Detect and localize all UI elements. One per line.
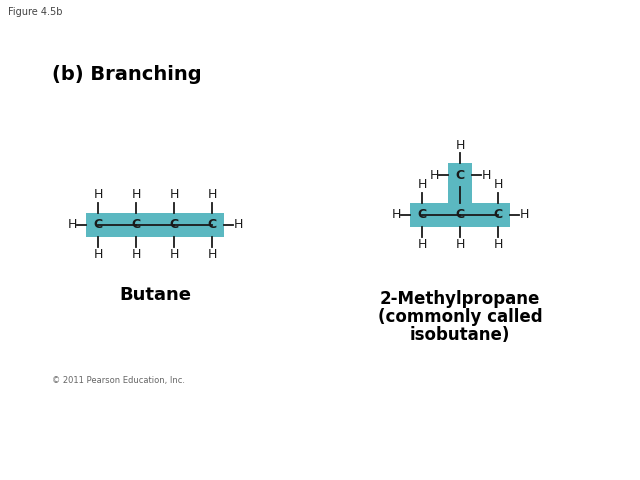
Text: H: H xyxy=(207,249,217,262)
Text: H: H xyxy=(93,189,102,202)
Text: © 2011 Pearson Education, Inc.: © 2011 Pearson Education, Inc. xyxy=(52,376,185,385)
Text: H: H xyxy=(93,249,102,262)
Text: H: H xyxy=(391,208,401,221)
Text: C: C xyxy=(493,208,502,221)
Text: (commonly called: (commonly called xyxy=(378,308,542,326)
Bar xyxy=(448,175,472,203)
Text: H: H xyxy=(170,189,179,202)
Text: (b) Branching: (b) Branching xyxy=(52,65,202,84)
Text: 2-Methylpropane: 2-Methylpropane xyxy=(380,290,540,308)
Text: H: H xyxy=(131,189,141,202)
Text: H: H xyxy=(455,239,465,252)
Text: H: H xyxy=(429,168,438,181)
Text: C: C xyxy=(170,218,179,231)
Text: isobutane): isobutane) xyxy=(410,326,510,344)
Text: C: C xyxy=(456,168,465,181)
Text: C: C xyxy=(456,208,465,221)
Text: C: C xyxy=(207,218,216,231)
Text: H: H xyxy=(417,179,427,192)
Text: H: H xyxy=(493,239,502,252)
Text: H: H xyxy=(207,189,217,202)
Text: H: H xyxy=(131,249,141,262)
Text: H: H xyxy=(67,218,77,231)
Text: H: H xyxy=(519,208,529,221)
Bar xyxy=(410,203,510,227)
Bar xyxy=(86,213,224,237)
Text: H: H xyxy=(493,179,502,192)
Text: H: H xyxy=(234,218,243,231)
Text: C: C xyxy=(417,208,427,221)
Text: H: H xyxy=(455,139,465,152)
Text: H: H xyxy=(417,239,427,252)
Text: C: C xyxy=(93,218,102,231)
Text: H: H xyxy=(170,249,179,262)
Text: C: C xyxy=(131,218,141,231)
Text: Figure 4.5b: Figure 4.5b xyxy=(8,7,63,17)
Text: Butane: Butane xyxy=(119,286,191,304)
Text: H: H xyxy=(481,168,491,181)
Bar xyxy=(448,163,472,187)
